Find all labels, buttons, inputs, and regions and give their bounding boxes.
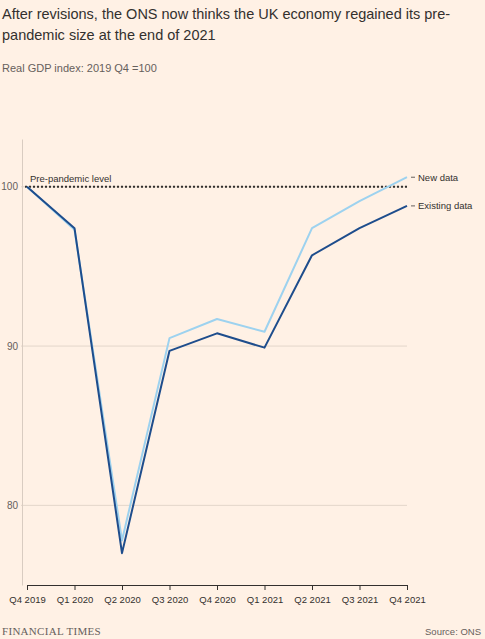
x-tick: Q1 2020	[57, 585, 93, 605]
subtitle: Real GDP index: 2019 Q4 =100	[2, 62, 157, 74]
y-tick-label: 90	[7, 341, 19, 352]
x-tick-mark	[122, 585, 123, 590]
plot	[27, 177, 407, 553]
grid-line	[21, 346, 407, 347]
y-axis-line	[22, 140, 23, 586]
series-label: New data	[418, 172, 459, 183]
y-tick-label: 80	[7, 500, 19, 511]
y-tick-label: 100	[1, 181, 18, 192]
x-axis: Q4 2019 Q1 2020 Q2 2020 Q3 2020 Q4 2020 Q1 20…	[9, 585, 425, 605]
x-tick: Q4 2021	[389, 585, 425, 605]
series-line	[27, 187, 407, 553]
x-tick: Q3 2020	[152, 585, 188, 605]
x-tick-mark	[75, 585, 76, 590]
x-tick-mark	[27, 585, 28, 590]
x-tick-label: Q3 2021	[342, 594, 378, 605]
x-tick-label: Q2 2020	[104, 594, 140, 605]
x-tick: Q2 2021	[294, 585, 330, 605]
x-axis-line	[28, 586, 408, 591]
x-tick: Q3 2021	[342, 585, 378, 605]
x-tick-label: Q4 2020	[199, 594, 235, 605]
y-tick: 80	[7, 500, 22, 511]
x-tick-mark	[312, 585, 313, 590]
y-tick: 100	[1, 181, 22, 192]
reference-label: Pre-pandemic level	[30, 173, 111, 184]
x-tick-label: Q4 2019	[9, 594, 45, 605]
x-tick: Q4 2020	[199, 585, 235, 605]
reference-line	[25, 186, 409, 188]
series-label: Existing data	[418, 200, 473, 211]
x-tick-label: Q3 2020	[152, 594, 188, 605]
x-tick-mark	[407, 585, 408, 590]
x-tick-label: Q4 2021	[389, 594, 425, 605]
x-tick: Q1 2021	[247, 585, 283, 605]
y-tick: 90	[7, 341, 22, 352]
x-tick-mark	[170, 585, 171, 590]
x-tick-label: Q1 2020	[57, 594, 93, 605]
legend-tick	[411, 177, 415, 178]
x-tick-mark	[217, 585, 218, 590]
chart: 8090100Pre-pandemic levelQ4 2019Q1 2020Q…	[0, 0, 485, 639]
series-line	[27, 177, 407, 540]
y-axis: 80 90 100	[1, 140, 22, 586]
branding: FINANCIAL TIMES	[2, 625, 101, 637]
title: After revisions, the ONS now thinks the …	[2, 4, 480, 46]
legend-tick	[411, 205, 415, 206]
x-tick: Q2 2020	[104, 585, 140, 605]
source: Source: ONS	[425, 626, 481, 637]
grid-line	[21, 505, 407, 506]
x-tick-mark	[360, 585, 361, 590]
x-tick-mark	[265, 585, 266, 590]
x-tick: Q4 2019	[9, 585, 45, 605]
x-tick-label: Q2 2021	[294, 594, 330, 605]
x-tick-label: Q1 2021	[247, 594, 283, 605]
